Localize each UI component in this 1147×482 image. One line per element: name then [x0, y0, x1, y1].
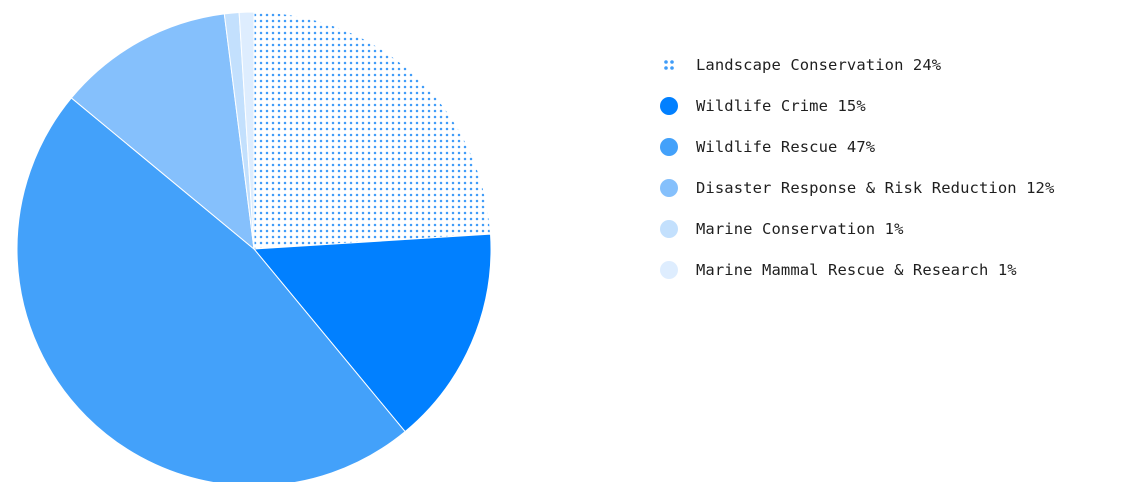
legend-label: Disaster Response & Risk Reduction 12% — [696, 178, 1055, 197]
legend-swatch-icon — [660, 260, 678, 279]
legend-item[interactable]: Wildlife Rescue 47% — [660, 126, 1054, 167]
pie-slice-1[interactable] — [252, 233, 492, 433]
legend: Landscape Conservation 24% Wildlife Crime… — [660, 44, 1054, 290]
pie-slice-3[interactable] — [70, 13, 255, 251]
legend-label: Marine Conservation 1% — [696, 219, 904, 238]
legend-swatch-icon — [660, 96, 678, 115]
legend-item[interactable]: Wildlife Crime 15% — [660, 85, 1054, 126]
legend-item[interactable]: Landscape Conservation 24% — [660, 44, 1054, 85]
legend-label: Wildlife Crime 15% — [696, 96, 866, 115]
pie-slice-2[interactable] — [16, 97, 406, 482]
legend-label: Landscape Conservation 24% — [696, 55, 942, 74]
legend-item[interactable]: Marine Conservation 1% — [660, 208, 1054, 249]
legend-swatch-icon — [660, 178, 678, 197]
pie-chart — [16, 11, 492, 482]
legend-item[interactable]: Disaster Response & Risk Reduction 12% — [660, 167, 1054, 208]
pie-slices — [16, 11, 492, 482]
pie-slice-0[interactable] — [253, 11, 492, 250]
legend-swatch-icon — [660, 137, 678, 156]
legend-swatch-icon — [660, 219, 678, 238]
legend-item[interactable]: Marine Mammal Rescue & Research 1% — [660, 249, 1054, 290]
legend-label: Wildlife Rescue 47% — [696, 137, 876, 156]
pie-slice-5[interactable] — [238, 11, 255, 250]
legend-label: Marine Mammal Rescue & Research 1% — [696, 260, 1017, 279]
legend-swatch-icon — [664, 59, 674, 70]
